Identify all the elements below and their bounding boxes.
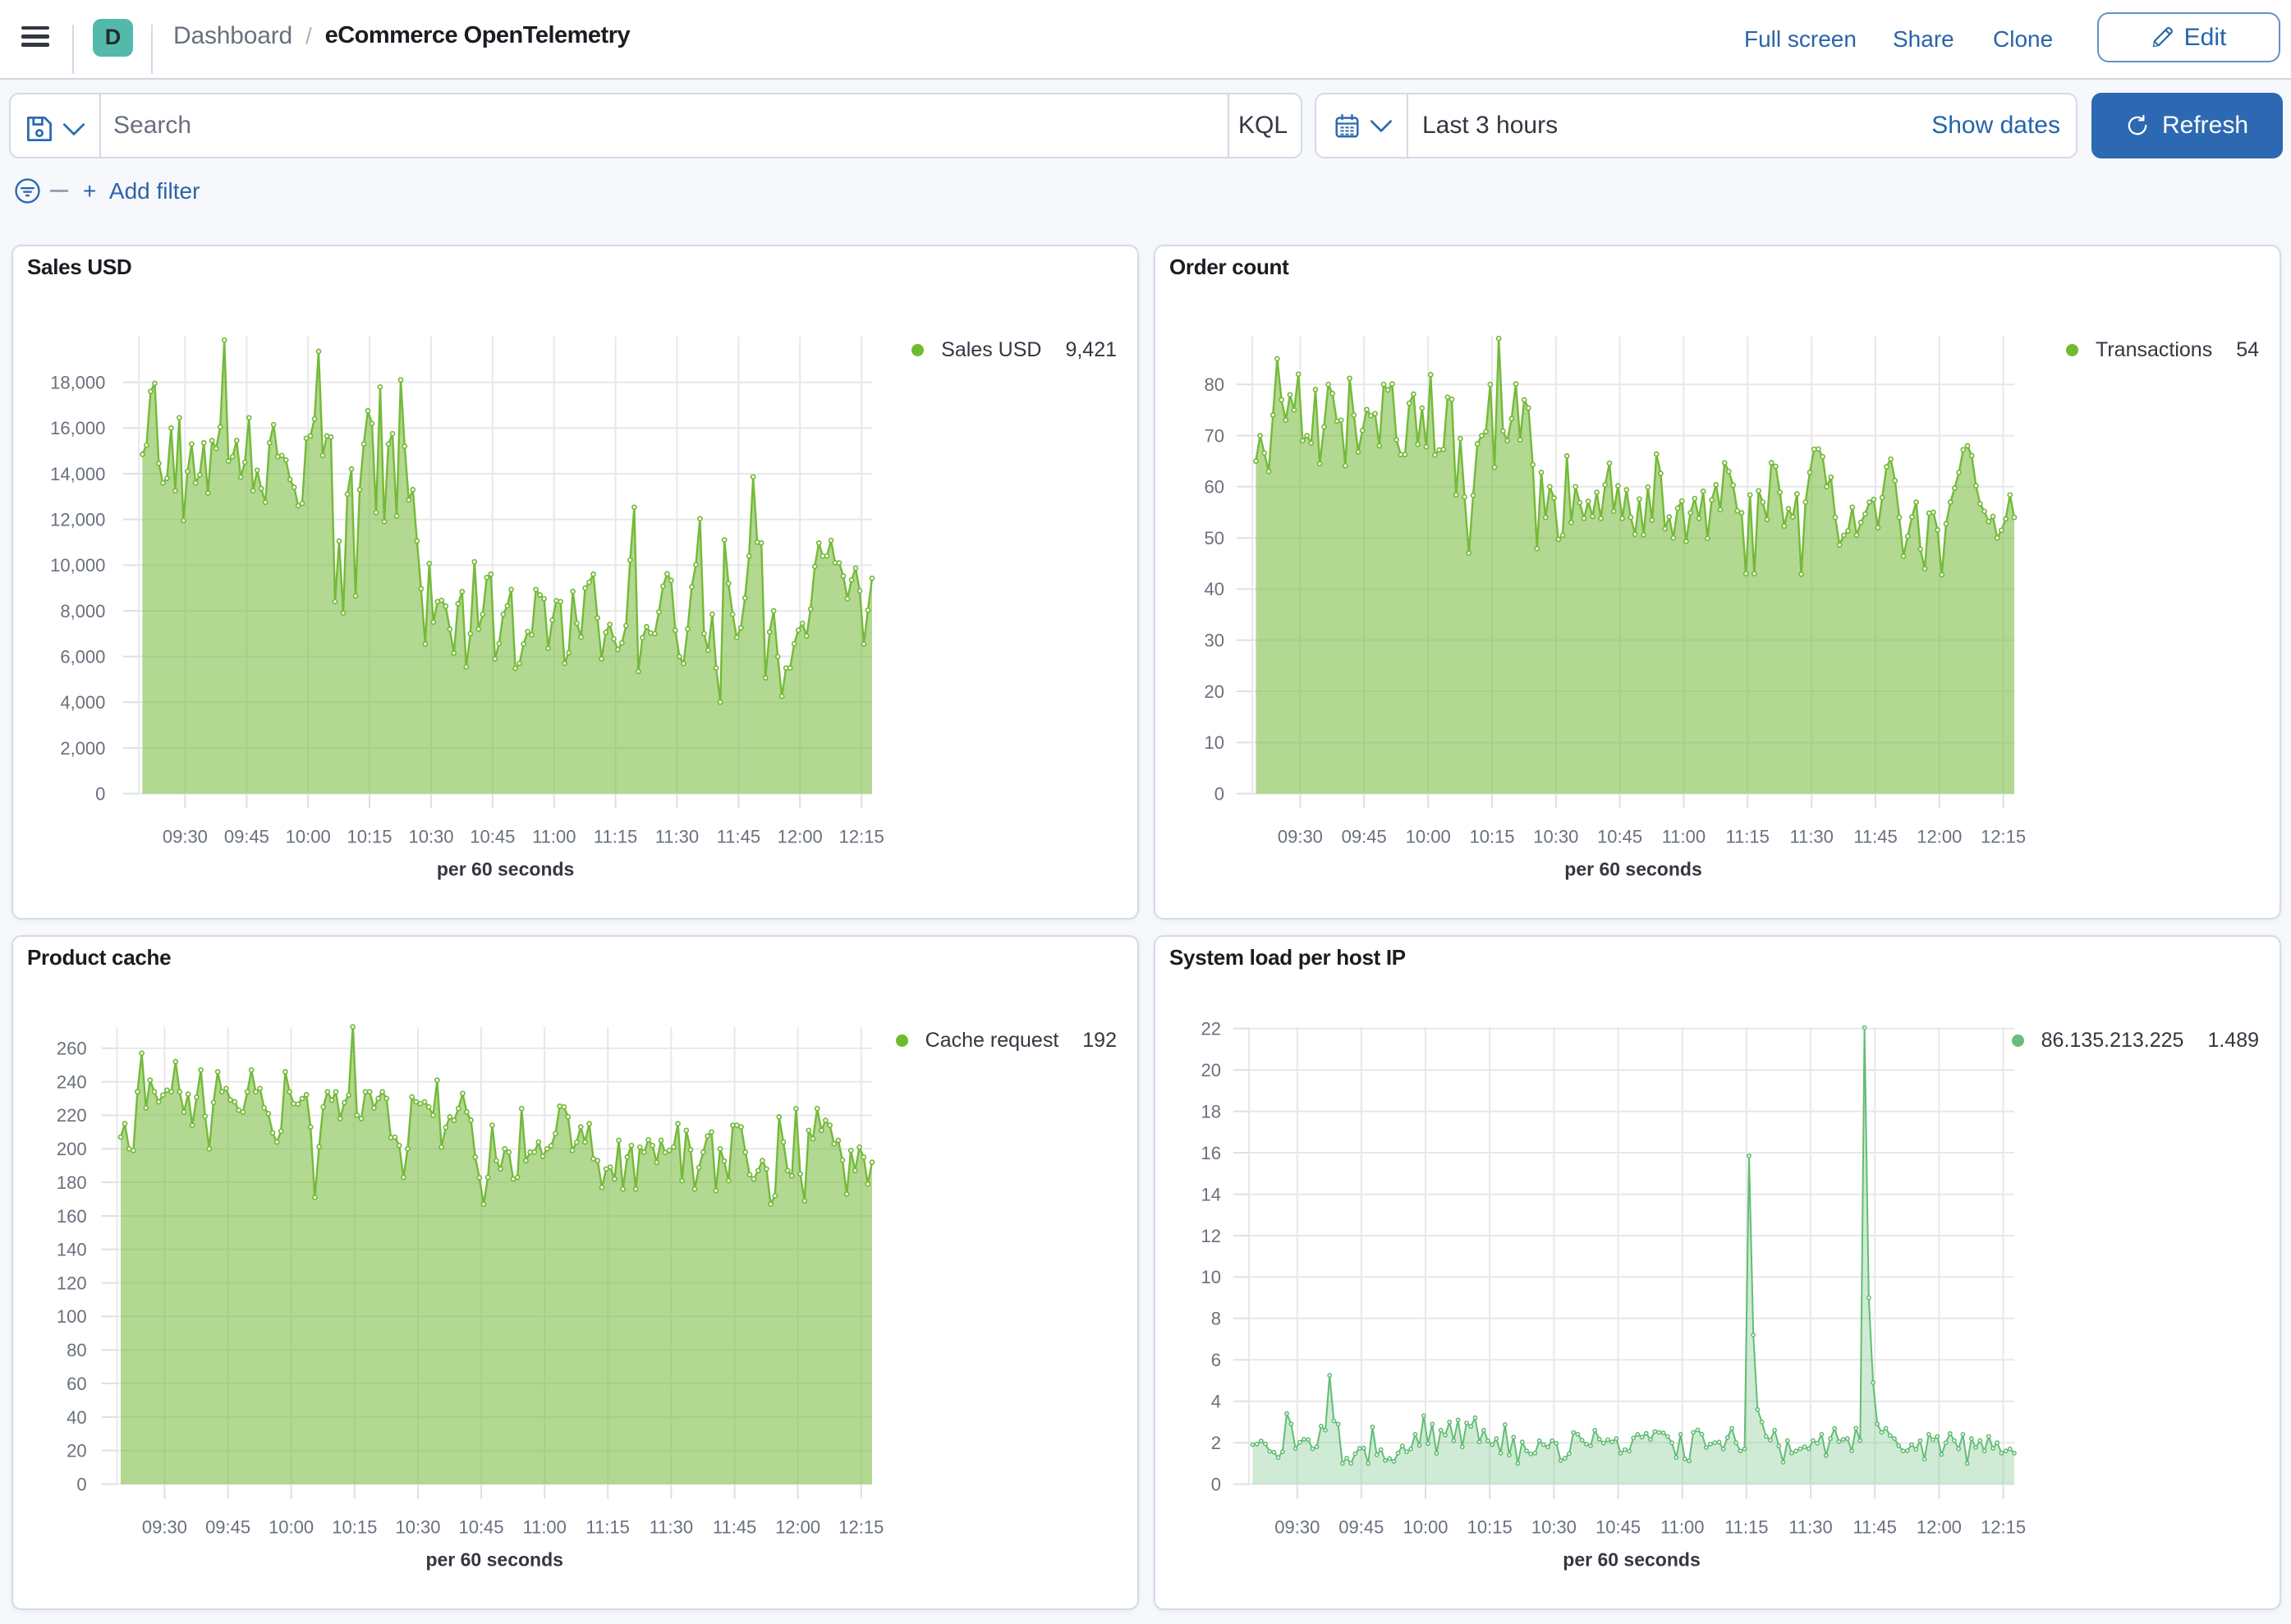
svg-text:09:30: 09:30: [1274, 1517, 1320, 1538]
svg-text:10,000: 10,000: [50, 555, 105, 576]
svg-text:18,000: 18,000: [50, 372, 105, 392]
svg-text:10: 10: [1201, 1267, 1221, 1287]
svg-text:12:15: 12:15: [1981, 827, 2026, 847]
svg-text:0: 0: [76, 1474, 86, 1494]
svg-text:40: 40: [67, 1407, 86, 1428]
svg-text:30: 30: [1205, 631, 1224, 651]
svg-text:09:45: 09:45: [1338, 1517, 1384, 1538]
svg-text:200: 200: [57, 1139, 87, 1159]
svg-text:0: 0: [1211, 1474, 1221, 1494]
svg-text:10:00: 10:00: [1403, 1517, 1448, 1538]
svg-text:11:30: 11:30: [1789, 827, 1833, 847]
svg-text:11:45: 11:45: [1853, 1517, 1896, 1538]
svg-text:09:45: 09:45: [1342, 827, 1387, 847]
svg-text:11:00: 11:00: [1660, 1517, 1704, 1538]
svg-text:6,000: 6,000: [60, 646, 105, 667]
svg-text:4,000: 4,000: [60, 692, 105, 713]
svg-text:11:45: 11:45: [717, 827, 760, 847]
svg-text:60: 60: [67, 1374, 86, 1394]
svg-text:20: 20: [1201, 1060, 1221, 1080]
svg-text:12:00: 12:00: [778, 827, 823, 847]
svg-text:10:45: 10:45: [470, 827, 515, 847]
svg-text:per 60 seconds: per 60 seconds: [425, 1548, 562, 1570]
svg-text:14,000: 14,000: [50, 464, 105, 484]
svg-text:09:30: 09:30: [163, 827, 208, 847]
svg-text:10:15: 10:15: [332, 1517, 377, 1538]
svg-text:11:15: 11:15: [594, 827, 637, 847]
svg-text:11:45: 11:45: [1853, 827, 1897, 847]
svg-text:12:00: 12:00: [1917, 1517, 1962, 1538]
svg-text:12:15: 12:15: [1981, 1517, 2026, 1538]
svg-text:11:15: 11:15: [1725, 827, 1769, 847]
svg-text:12:00: 12:00: [1917, 827, 1962, 847]
svg-text:12: 12: [1201, 1226, 1221, 1246]
svg-text:260: 260: [57, 1039, 87, 1059]
svg-text:70: 70: [1205, 425, 1224, 446]
svg-text:12:00: 12:00: [775, 1517, 820, 1538]
svg-text:per 60 seconds: per 60 seconds: [1563, 1548, 1700, 1570]
svg-text:16,000: 16,000: [50, 418, 105, 438]
svg-text:180: 180: [57, 1172, 87, 1193]
svg-text:2: 2: [1211, 1433, 1221, 1453]
svg-text:10:15: 10:15: [1469, 827, 1514, 847]
svg-text:09:45: 09:45: [205, 1517, 250, 1538]
svg-text:220: 220: [57, 1105, 87, 1126]
svg-text:8: 8: [1211, 1309, 1221, 1329]
svg-text:2,000: 2,000: [60, 738, 105, 759]
svg-text:11:00: 11:00: [522, 1517, 566, 1538]
svg-text:11:30: 11:30: [650, 1517, 693, 1538]
svg-text:14: 14: [1201, 1184, 1221, 1204]
svg-text:per 60 seconds: per 60 seconds: [1564, 858, 1701, 879]
svg-text:11:30: 11:30: [1788, 1517, 1832, 1538]
svg-text:11:00: 11:00: [1662, 827, 1706, 847]
svg-text:18: 18: [1201, 1101, 1221, 1122]
svg-text:6: 6: [1211, 1350, 1221, 1370]
svg-text:09:30: 09:30: [1278, 827, 1323, 847]
svg-text:16: 16: [1201, 1143, 1221, 1163]
svg-text:12,000: 12,000: [50, 509, 105, 530]
svg-text:80: 80: [67, 1340, 86, 1360]
svg-text:80: 80: [1205, 374, 1224, 395]
svg-text:11:15: 11:15: [1724, 1517, 1768, 1538]
svg-text:10:30: 10:30: [1533, 827, 1578, 847]
svg-text:10:45: 10:45: [458, 1517, 503, 1538]
svg-text:100: 100: [57, 1306, 87, 1327]
svg-text:10:45: 10:45: [1597, 827, 1642, 847]
svg-text:10:30: 10:30: [1531, 1517, 1577, 1538]
svg-text:11:45: 11:45: [713, 1517, 756, 1538]
svg-text:10: 10: [1205, 732, 1224, 753]
svg-text:140: 140: [57, 1240, 87, 1260]
svg-text:11:30: 11:30: [655, 827, 699, 847]
svg-text:50: 50: [1205, 528, 1224, 548]
svg-text:40: 40: [1205, 579, 1224, 599]
svg-text:22: 22: [1201, 1019, 1221, 1039]
svg-text:20: 20: [1205, 681, 1224, 702]
svg-text:10:00: 10:00: [286, 827, 331, 847]
svg-text:11:00: 11:00: [532, 827, 576, 847]
svg-text:10:00: 10:00: [1406, 827, 1451, 847]
svg-text:10:30: 10:30: [408, 827, 453, 847]
svg-text:10:15: 10:15: [1467, 1517, 1513, 1538]
svg-text:160: 160: [57, 1206, 87, 1227]
svg-text:0: 0: [95, 783, 105, 804]
svg-text:10:15: 10:15: [347, 827, 392, 847]
svg-text:12:15: 12:15: [839, 827, 884, 847]
svg-text:60: 60: [1205, 477, 1224, 498]
svg-text:0: 0: [1214, 783, 1224, 804]
svg-text:09:30: 09:30: [142, 1517, 187, 1538]
svg-text:11:15: 11:15: [585, 1517, 629, 1538]
svg-text:120: 120: [57, 1273, 87, 1293]
svg-text:240: 240: [57, 1071, 87, 1092]
svg-text:10:00: 10:00: [269, 1517, 314, 1538]
svg-text:10:45: 10:45: [1595, 1517, 1641, 1538]
svg-text:per 60 seconds: per 60 seconds: [437, 858, 574, 879]
svg-text:12:15: 12:15: [838, 1517, 884, 1538]
svg-text:4: 4: [1211, 1392, 1221, 1412]
svg-text:09:45: 09:45: [224, 827, 269, 847]
svg-text:8,000: 8,000: [60, 601, 105, 622]
svg-text:20: 20: [67, 1441, 86, 1461]
svg-text:10:30: 10:30: [395, 1517, 440, 1538]
